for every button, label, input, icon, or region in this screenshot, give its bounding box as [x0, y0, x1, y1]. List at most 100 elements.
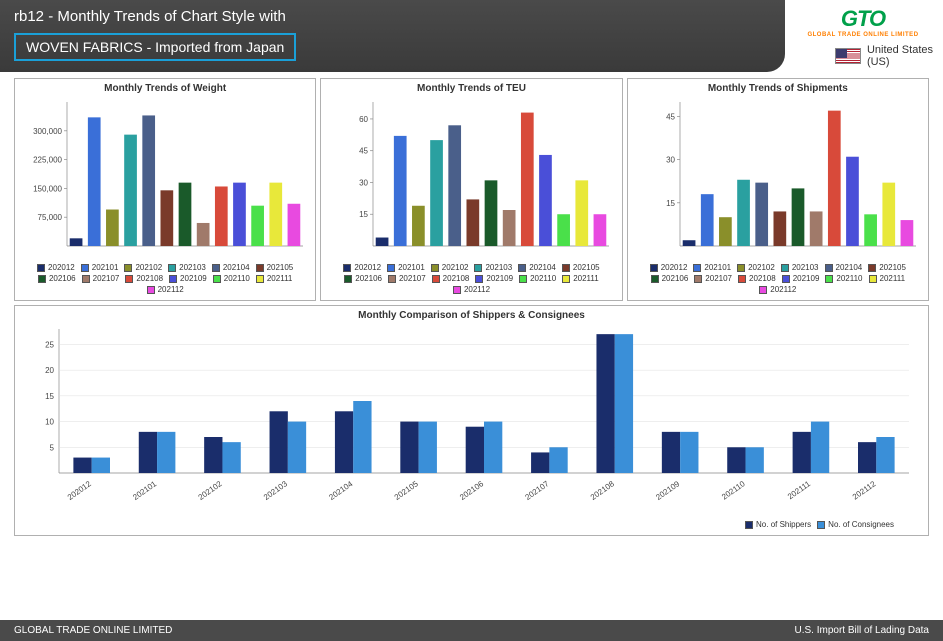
legend-item: 202012: [343, 263, 381, 272]
svg-text:60: 60: [359, 115, 368, 124]
legend-item: 202106: [38, 274, 76, 283]
legend-item: 202103: [474, 263, 512, 272]
svg-text:202103: 202103: [262, 479, 289, 502]
shipments-chart: 15 30 45: [632, 96, 922, 256]
legend-item: 202110: [825, 274, 862, 283]
svg-text:202107: 202107: [523, 479, 550, 502]
weight-chart: 75,000 150,000 225,000 300,000: [19, 96, 309, 256]
legend-item: 202102: [737, 263, 775, 272]
logo: GTO GLOBAL TRADE ONLINE LIMITED: [793, 6, 933, 38]
svg-text:202106: 202106: [458, 479, 485, 502]
legend-item: 202107: [82, 274, 120, 283]
legend-item: 202012: [650, 263, 688, 272]
svg-text:15: 15: [359, 210, 368, 219]
header: rb12 - Monthly Trends of Chart Style wit…: [0, 0, 785, 72]
country-selector[interactable]: United States (US): [835, 44, 933, 68]
legend-item: 202111: [562, 274, 599, 283]
country-code: (US): [867, 56, 933, 68]
weight-legend: 202012 202101 202102 202103 202104 202105 2021…: [19, 261, 311, 296]
top-charts-row: Monthly Trends of Weight 75,000 150,000 22…: [0, 72, 943, 303]
legend-item: 202104: [212, 263, 250, 272]
legend-item: 202104: [825, 263, 863, 272]
legend-item: 202110: [213, 274, 250, 283]
logo-text: GTO: [793, 6, 933, 32]
legend-item: 202112: [453, 285, 490, 294]
flag-icon: [835, 48, 861, 64]
svg-text:30: 30: [359, 178, 368, 187]
legend-item: 202112: [759, 285, 796, 294]
svg-text:150,000: 150,000: [33, 184, 62, 193]
chart-title: Monthly Trends of TEU: [325, 83, 617, 94]
compare-legend: No. of Shippers No. of Consignees: [19, 518, 924, 531]
svg-text:202012: 202012: [66, 479, 93, 502]
svg-text:15: 15: [666, 199, 675, 208]
legend-item: 202111: [256, 274, 293, 283]
legend-item: 202108: [432, 274, 470, 283]
logo-subtext: GLOBAL TRADE ONLINE LIMITED: [793, 32, 933, 38]
legend-item: 202108: [125, 274, 163, 283]
teu-legend: 202012 202101 202102 202103 202104 202105 2021…: [325, 261, 617, 296]
legend-item: 202101: [387, 263, 425, 272]
legend-item: 202103: [781, 263, 819, 272]
legend-item: 202012: [37, 263, 75, 272]
teu-chart-panel: Monthly Trends of TEU 15304560 202012202…: [320, 78, 622, 301]
country-name: United States: [867, 44, 933, 56]
weight-chart-panel: Monthly Trends of Weight 75,000 150,000 22…: [14, 78, 316, 301]
compare-chart-panel: Monthly Comparison of Shippers & Consign…: [14, 305, 929, 536]
legend-item: 202110: [519, 274, 556, 283]
svg-text:202102: 202102: [197, 479, 224, 502]
legend-item: 202104: [518, 263, 556, 272]
chart-title: Monthly Trends of Weight: [19, 83, 311, 94]
svg-text:202101: 202101: [131, 479, 158, 502]
svg-text:45: 45: [666, 112, 675, 121]
legend-item: 202105: [562, 263, 600, 272]
page-subtitle: WOVEN FABRICS - Imported from Japan: [14, 33, 296, 61]
legend-item: 202101: [81, 263, 119, 272]
svg-text:202111: 202111: [786, 479, 813, 501]
legend-item: 202111: [869, 274, 906, 283]
legend-item: 202109: [169, 274, 207, 283]
footer-right: U.S. Import Bill of Lading Data: [794, 625, 929, 636]
svg-text:202108: 202108: [589, 479, 616, 502]
shipments-legend: 202012 202101 202102 202103 202104 202105 2021…: [632, 261, 924, 296]
svg-text:225,000: 225,000: [33, 156, 62, 165]
shipments-chart-panel: Monthly Trends of Shipments 15 30 45 20201…: [627, 78, 929, 301]
page-title: rb12 - Monthly Trends of Chart Style wit…: [14, 8, 771, 25]
legend-item: 202107: [694, 274, 732, 283]
svg-text:10: 10: [45, 418, 54, 427]
legend-item: 202103: [168, 263, 206, 272]
svg-text:202110: 202110: [720, 479, 747, 502]
legend-item: 202112: [147, 285, 184, 294]
teu-chart: 15 30 45 60: [325, 96, 615, 256]
compare-chart: 5 10 15 20 25 202012 202101 202102 202103 202104 2…: [19, 323, 919, 513]
legend-item: 202102: [124, 263, 162, 272]
footer: GLOBAL TRADE ONLINE LIMITED U.S. Import …: [0, 620, 943, 641]
svg-text:202104: 202104: [327, 479, 354, 502]
svg-text:75,000: 75,000: [38, 213, 63, 222]
legend-item: 202109: [475, 274, 513, 283]
svg-text:202105: 202105: [393, 479, 420, 502]
footer-left: GLOBAL TRADE ONLINE LIMITED: [14, 625, 172, 636]
legend-item: 202107: [388, 274, 426, 283]
legend-item: 202105: [256, 263, 294, 272]
legend-item: 202106: [651, 274, 689, 283]
chart-title: Monthly Comparison of Shippers & Consign…: [19, 310, 924, 321]
svg-text:202112: 202112: [851, 479, 878, 502]
legend-item: No. of Consignees: [817, 520, 894, 529]
legend-item: 202101: [693, 263, 731, 272]
svg-text:45: 45: [359, 147, 368, 156]
legend-item: 202102: [431, 263, 469, 272]
legend-item: 202106: [344, 274, 382, 283]
svg-text:202109: 202109: [654, 479, 681, 502]
svg-text:30: 30: [666, 156, 675, 165]
legend-item: No. of Shippers: [745, 520, 811, 529]
legend-item: 202108: [738, 274, 776, 283]
svg-text:300,000: 300,000: [33, 127, 62, 136]
svg-text:15: 15: [45, 392, 54, 401]
svg-text:20: 20: [45, 366, 54, 375]
legend-item: 202109: [782, 274, 820, 283]
svg-text:5: 5: [50, 443, 55, 452]
svg-text:25: 25: [45, 340, 54, 349]
chart-title: Monthly Trends of Shipments: [632, 83, 924, 94]
legend-item: 202105: [868, 263, 906, 272]
